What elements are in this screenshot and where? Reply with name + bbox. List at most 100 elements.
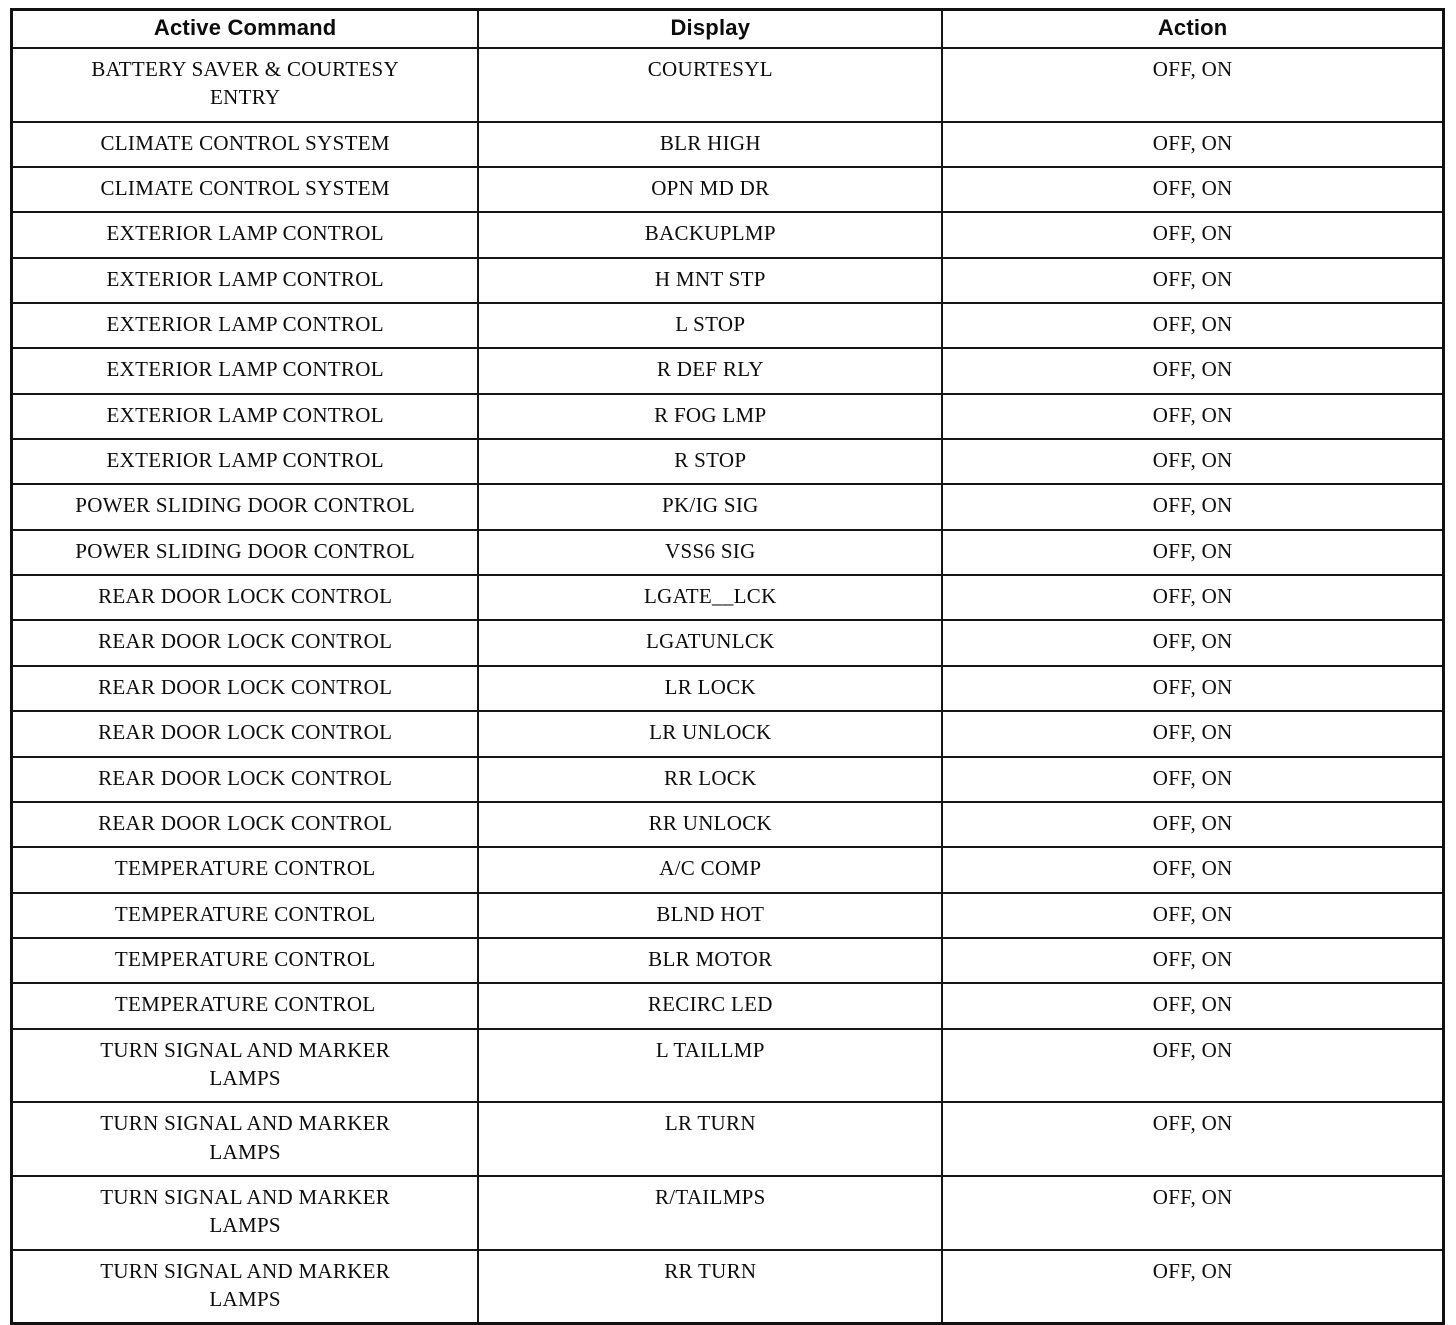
command-cell-text: TURN SIGNAL AND MARKER LAMPS (100, 1258, 391, 1311)
document-page: Active Command Display Action BATTERY SA… (10, 8, 1445, 1325)
action-cell-text: OFF, ON (1152, 130, 1233, 155)
display-cell-text: BACKUPLMP (644, 221, 776, 246)
command-cell: POWER SLIDING DOOR CONTROL (10, 528, 480, 577)
display-cell: L TAILLMP (477, 1027, 944, 1104)
command-cell: TURN SIGNAL AND MARKER LAMPS (10, 1027, 480, 1104)
display-cell: BLND HOT (477, 891, 944, 939)
command-cell: CLIMATE CONTROL SYSTEM (10, 166, 480, 214)
command-cell-text: EXTERIOR LAMP CONTROL (106, 312, 384, 337)
column-header-display: Display (477, 8, 944, 49)
display-cell-text: H MNT STP (654, 266, 766, 291)
table-row: EXTERIOR LAMP CONTROL L STOP OFF, ON (10, 302, 1445, 350)
display-cell-text: LR UNLOCK (649, 720, 772, 745)
action-cell-text: OFF, ON (1152, 57, 1233, 81)
action-cell-text: OFF, ON (1152, 946, 1233, 971)
command-cell: EXTERIOR LAMP CONTROL (10, 302, 480, 350)
command-cell-text: TEMPERATURE CONTROL (114, 992, 376, 1017)
action-cell-text: OFF, ON (1152, 266, 1233, 291)
action-cell: OFF, ON (941, 1027, 1445, 1104)
action-cell-text: OFF, ON (1152, 856, 1233, 881)
table-row: TEMPERATURE CONTROL A/C COMP OFF, ON (10, 846, 1445, 894)
action-cell: OFF, ON (941, 302, 1445, 350)
header-row: Active Command Display Action (10, 8, 1445, 49)
display-cell: LR LOCK (477, 664, 944, 713)
table-row: REAR DOOR LOCK CONTROL RR UNLOCK OFF, ON (10, 800, 1445, 849)
action-cell-text: OFF, ON (1152, 992, 1233, 1017)
display-cell-text: RR TURN (664, 1258, 757, 1283)
display-cell-text: RR UNLOCK (648, 810, 773, 835)
table-row: REAR DOOR LOCK CONTROL RR LOCK OFF, ON (10, 755, 1445, 803)
command-cell: TEMPERATURE CONTROL (10, 936, 480, 985)
command-cell: TURN SIGNAL AND MARKER LAMPS (10, 1248, 480, 1325)
action-cell: OFF, ON (941, 483, 1445, 531)
command-cell: REAR DOOR LOCK CONTROL (10, 755, 480, 803)
display-cell: L STOP (477, 302, 944, 350)
display-cell-text: LR TURN (664, 1111, 756, 1136)
display-cell: BLR MOTOR (477, 936, 944, 985)
display-cell-text: A/C COMP (659, 856, 762, 881)
command-cell: EXTERIOR LAMP CONTROL (10, 256, 480, 305)
command-cell: REAR DOOR LOCK CONTROL (10, 619, 480, 667)
display-cell-text: BLR HIGH (659, 130, 761, 155)
display-cell: LGATUNLCK (477, 619, 944, 667)
command-cell-text: TURN SIGNAL AND MARKER LAMPS (100, 1184, 391, 1238)
command-cell-text: EXTERIOR LAMP CONTROL (106, 266, 384, 291)
action-cell: OFF, ON (941, 710, 1445, 758)
action-cell-text: OFF, ON (1152, 810, 1233, 835)
action-cell: OFF, ON (941, 755, 1445, 803)
action-cell: OFF, ON (941, 47, 1445, 123)
display-cell: RR LOCK (477, 755, 944, 803)
display-cell-text: R DEF RLY (656, 357, 764, 382)
action-cell: OFF, ON (941, 256, 1445, 305)
command-cell-text: CLIMATE CONTROL SYSTEM (100, 130, 390, 155)
action-cell: OFF, ON (941, 166, 1445, 214)
action-cell: OFF, ON (941, 619, 1445, 667)
action-cell: OFF, ON (941, 664, 1445, 713)
table-body: BATTERY SAVER & COURTESY ENTRY COURTESYL O… (10, 47, 1445, 1325)
command-cell: EXTERIOR LAMP CONTROL (10, 347, 480, 395)
action-cell: OFF, ON (941, 211, 1445, 259)
command-cell: EXTERIOR LAMP CONTROL (10, 392, 480, 441)
table-row: POWER SLIDING DOOR CONTROL VSS6 SIG OFF, O… (10, 528, 1445, 577)
command-cell: TURN SIGNAL AND MARKER LAMPS (10, 1101, 480, 1177)
action-cell-text: OFF, ON (1152, 674, 1233, 699)
command-cell-text: TEMPERATURE CONTROL (114, 901, 376, 926)
action-cell-text: OFF, ON (1152, 448, 1233, 473)
command-cell-text: EXTERIOR LAMP CONTROL (106, 448, 384, 473)
display-cell-text: LGATE__LCK (644, 584, 777, 609)
table-row: EXTERIOR LAMP CONTROL BACKUPLMP OFF, ON (10, 211, 1445, 259)
action-cell: OFF, ON (941, 982, 1445, 1030)
command-cell-text: POWER SLIDING DOOR CONTROL (75, 493, 416, 518)
action-cell: OFF, ON (941, 120, 1445, 169)
display-cell: VSS6 SIG (477, 528, 944, 577)
command-cell: REAR DOOR LOCK CONTROL (10, 574, 480, 622)
active-command-table: Active Command Display Action BATTERY SA… (10, 8, 1445, 1325)
display-cell: LGATE__LCK (477, 574, 944, 622)
action-cell-text: OFF, ON (1152, 312, 1233, 337)
command-cell: EXTERIOR LAMP CONTROL (10, 438, 480, 486)
table-row: REAR DOOR LOCK CONTROL LGATE__LCK OFF, ON (10, 574, 1445, 622)
command-cell-text: EXTERIOR LAMP CONTROL (106, 402, 384, 427)
display-cell-text: RR LOCK (664, 765, 757, 790)
display-cell: RR UNLOCK (477, 800, 944, 849)
table-row: REAR DOOR LOCK CONTROL LR UNLOCK OFF, ON (10, 710, 1445, 758)
command-cell: REAR DOOR LOCK CONTROL (10, 664, 480, 713)
display-cell-text: R STOP (674, 448, 747, 473)
display-cell: BACKUPLMP (477, 211, 944, 259)
action-cell-text: OFF, ON (1152, 538, 1233, 563)
display-cell-text: L TAILLMP (655, 1037, 765, 1062)
display-cell-text: OPN MD DR (651, 176, 770, 201)
display-cell: R FOG LMP (477, 392, 944, 441)
action-cell-text: OFF, ON (1152, 1258, 1233, 1283)
action-cell-text: OFF, ON (1152, 584, 1233, 609)
display-cell-text: LR LOCK (664, 674, 756, 699)
command-cell: TEMPERATURE CONTROL (10, 891, 480, 939)
display-cell-text: R/TAILMPS (654, 1184, 766, 1209)
command-cell: TURN SIGNAL AND MARKER LAMPS (10, 1174, 480, 1251)
table-row: CLIMATE CONTROL SYSTEM BLR HIGH OFF, ON (10, 120, 1445, 169)
command-cell: CLIMATE CONTROL SYSTEM (10, 120, 480, 169)
action-cell-text: OFF, ON (1152, 1037, 1233, 1062)
table-row: TURN SIGNAL AND MARKER LAMPS RR TURN OFF, … (10, 1248, 1445, 1325)
table-row: CLIMATE CONTROL SYSTEM OPN MD DR OFF, ON (10, 166, 1445, 214)
action-cell-text: OFF, ON (1152, 720, 1233, 745)
